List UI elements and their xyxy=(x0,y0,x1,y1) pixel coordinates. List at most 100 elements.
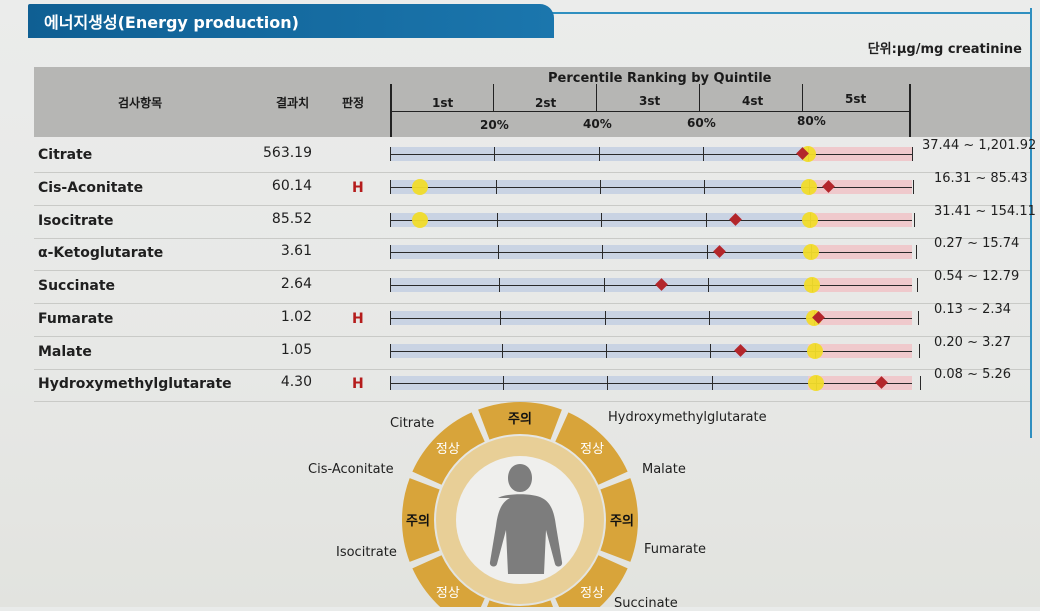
percentile-label: 60% xyxy=(687,116,716,130)
row-divider xyxy=(34,270,1030,271)
reference-marker xyxy=(808,375,824,391)
row-value: 1.02 xyxy=(280,309,312,325)
track-tick xyxy=(915,245,917,259)
row-range: 16.31 ~ 85.43 xyxy=(934,171,1028,186)
track-tick xyxy=(500,311,502,325)
wheel-segment-label: 정상 xyxy=(436,586,460,601)
wheel-segment xyxy=(555,555,628,607)
wheel-segment-label: 주의 xyxy=(508,411,532,427)
wheel-segment xyxy=(486,600,554,607)
quintile-divider xyxy=(699,84,700,111)
quintile-divider xyxy=(596,84,597,111)
quintile-divider xyxy=(802,84,803,111)
quintile-label: 2st xyxy=(535,96,557,110)
row-range: 0.20 ~ 3.27 xyxy=(934,335,1012,350)
table-header xyxy=(34,67,1030,137)
quintile-header-grid xyxy=(390,84,911,137)
section-border-right xyxy=(1030,8,1032,438)
track-tick xyxy=(918,311,919,325)
track-tick xyxy=(390,245,391,259)
row-value: 85.52 xyxy=(271,211,312,227)
reference-marker xyxy=(412,179,428,195)
reference-marker xyxy=(803,244,820,260)
track-tick xyxy=(711,376,713,390)
wheel-segment xyxy=(555,412,628,485)
percentile-track xyxy=(390,277,918,293)
row-range: 31.41 ~ 154.11 xyxy=(934,204,1036,219)
track-tick xyxy=(703,147,705,161)
wheel-segment-label: 정상 xyxy=(436,442,460,457)
track-tick xyxy=(598,147,600,161)
row-divider xyxy=(34,238,1030,239)
track-tick xyxy=(912,147,913,161)
percentile-label: 20% xyxy=(480,118,509,132)
track-axis xyxy=(390,285,912,286)
wheel-label-citrate: Citrate xyxy=(390,416,435,431)
track-tick xyxy=(498,245,499,259)
percentile-track xyxy=(390,179,915,195)
wheel-label-isocitrate: Isocitrate xyxy=(336,545,397,560)
row-divider xyxy=(34,303,1030,304)
track-tick xyxy=(709,311,711,325)
quintile-divider xyxy=(493,84,494,111)
section-border-top xyxy=(550,12,1032,14)
track-tick xyxy=(390,376,391,390)
row-range: 0.27 ~ 15.74 xyxy=(934,236,1020,251)
row-value: 60.14 xyxy=(271,178,312,194)
row-range: 0.54 ~ 12.79 xyxy=(934,269,1020,284)
track-axis xyxy=(390,220,912,221)
track-tick xyxy=(602,245,604,259)
wheel-label-fumarate: Fumarate xyxy=(644,542,707,557)
wheel-label-hmg: Hydroxymethylglutarate xyxy=(608,410,767,425)
track-axis xyxy=(390,383,912,384)
wheel-segment xyxy=(478,402,562,440)
row-value: 4.30 xyxy=(280,374,312,390)
wheel-segment-label: 주의 xyxy=(610,513,634,529)
track-axis xyxy=(390,154,912,155)
track-tick xyxy=(607,376,609,390)
header-judgement: 판정 xyxy=(342,96,365,110)
row-name: Succinate xyxy=(38,278,116,294)
wheel-segment xyxy=(412,555,485,607)
wheel-label-succinate: Succinate xyxy=(614,596,678,611)
row-name: Cis-Aconitate xyxy=(38,180,144,196)
track-tick xyxy=(390,278,391,292)
track-axis xyxy=(390,252,912,253)
row-divider xyxy=(34,172,1030,173)
header-ranking-title: Percentile Ranking by Quintile xyxy=(548,71,772,86)
track-axis xyxy=(390,318,912,319)
track-tick xyxy=(708,278,709,292)
reference-marker xyxy=(800,179,817,195)
percentile-track xyxy=(390,343,921,359)
header-result: 결과치 xyxy=(276,96,310,110)
percentile-track xyxy=(390,375,922,391)
track-tick xyxy=(606,344,607,358)
track-tick xyxy=(494,147,496,161)
track-tick xyxy=(390,311,391,325)
row-name: Fumarate xyxy=(38,311,114,327)
track-tick xyxy=(496,213,498,227)
row-flag: H xyxy=(352,180,364,196)
track-tick xyxy=(604,311,606,325)
row-divider xyxy=(34,336,1030,337)
row-divider xyxy=(34,205,1030,206)
track-axis xyxy=(390,351,912,352)
track-tick xyxy=(390,344,391,358)
row-range: 0.13 ~ 2.34 xyxy=(934,302,1012,317)
track-tick xyxy=(914,213,916,227)
wheel-segment-label: 정상 xyxy=(580,442,604,457)
wheel-segment xyxy=(402,478,440,562)
row-name: Malate xyxy=(38,344,92,360)
percentile-label: 80% xyxy=(797,114,826,128)
track-tick xyxy=(704,180,706,194)
row-range: 0.08 ~ 5.26 xyxy=(934,367,1012,382)
track-tick xyxy=(603,278,605,292)
header-item: 검사항목 xyxy=(118,96,163,110)
track-tick xyxy=(601,213,603,227)
row-value: 3.61 xyxy=(280,243,312,259)
row-range: 37.44 ~ 1,201.92 xyxy=(922,138,1037,153)
track-tick xyxy=(502,376,504,390)
track-tick xyxy=(390,147,391,161)
track-tick xyxy=(706,245,708,259)
row-divider xyxy=(34,369,1030,370)
